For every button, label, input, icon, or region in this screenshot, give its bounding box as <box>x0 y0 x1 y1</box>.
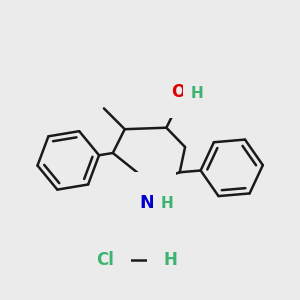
Text: H: H <box>161 196 173 211</box>
Text: N: N <box>140 194 154 212</box>
Text: O: O <box>171 83 185 101</box>
Text: H: H <box>191 86 203 101</box>
Text: Cl: Cl <box>97 251 114 269</box>
Text: H: H <box>164 251 178 269</box>
